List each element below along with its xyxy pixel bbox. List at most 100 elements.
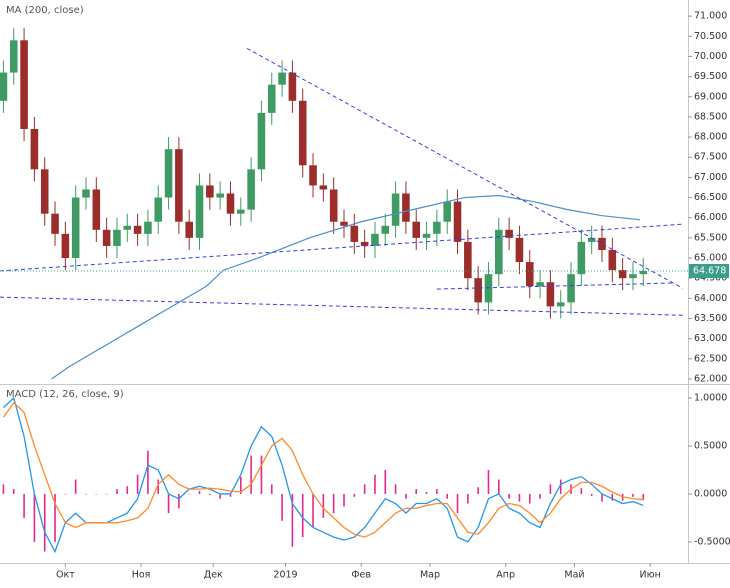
last-price-label: 64.678 [693,266,726,277]
candle-body [113,229,121,246]
candle-body [257,112,266,170]
y-tick-label: 67.000 [694,172,727,183]
histogram-bar [415,489,418,494]
histogram-bar [33,493,36,542]
histogram-bar [322,493,325,518]
y-tick-label: 69.000 [694,91,727,102]
histogram-bar [105,493,108,495]
histogram-bar [178,493,180,509]
x-tick-label: Мар [420,570,440,581]
histogram-bar [601,493,603,502]
histogram-bar [518,493,521,502]
histogram-bar [528,493,531,504]
histogram-bar [270,484,273,494]
y-tick-label: 66.500 [694,192,727,203]
y-tick-label: 67.500 [694,152,727,163]
candle-body [278,72,286,85]
candle-body [329,189,338,222]
candle-body [123,225,132,230]
candle-body [195,185,204,238]
candle-body [464,241,472,279]
candle-body [247,169,255,210]
histogram-bar [167,493,170,514]
candle-body [536,282,544,287]
y-tick-label: 62.000 [694,373,727,384]
y-tick-label: 68.000 [694,132,727,143]
histogram-bar [632,493,634,497]
histogram-bar [642,493,645,500]
candle-body [319,185,328,190]
y-tick-label: 63.000 [694,333,727,344]
y-tick-label: 71.000 [694,11,727,22]
candle-body [185,221,193,238]
candle-body [567,274,575,303]
histogram-bar [343,493,345,507]
candle-body [350,225,359,242]
candle-body [629,274,637,279]
candle-body [102,229,111,246]
price-pane [0,28,688,380]
trend-line [246,47,684,289]
y-tick-label: 68.500 [694,111,727,122]
histogram-bar [467,493,469,504]
candle-body [639,271,648,275]
histogram-bar [580,488,583,494]
candle-body [133,225,142,234]
candle-body [154,197,163,222]
candle-body [608,249,617,271]
histogram-bar [477,487,479,494]
candle-body [505,229,513,238]
histogram-bar [64,493,67,495]
candle-body [422,233,431,238]
candle-body [556,302,565,307]
histogram-bar [436,489,438,494]
histogram-bar [147,450,149,494]
histogram-bar [374,474,376,494]
x-tick-label: Апр [496,570,515,581]
histogram-bar [590,493,593,496]
y-tick-label: 1.0000 [694,392,727,403]
candle-body [360,241,369,246]
candle-body [433,221,441,234]
x-tick-label: Май [564,570,584,581]
candle-body [51,213,59,234]
histogram-bar [281,493,283,521]
candle-body [381,225,390,234]
last-price-box [689,264,729,279]
candle-body [288,72,297,101]
candle-body [206,185,214,198]
histogram-bar [446,493,448,499]
histogram-bar [539,493,541,499]
histogram-bar [157,479,160,494]
candle-body [71,197,80,259]
macd-pane [2,396,645,554]
candle-body [0,72,8,101]
y-tick-label: 65.500 [694,232,727,243]
candle-body [144,221,152,234]
trend-line [0,223,683,272]
candle-body [40,169,49,214]
histogram-bar [301,493,304,538]
y-tick-label: 63.500 [694,313,727,324]
histogram-bar [85,493,87,495]
histogram-bar [394,484,397,494]
y-tick-label: 66.000 [694,212,727,223]
histogram-bar [332,493,335,514]
y-tick-label: 64.500 [694,273,727,284]
candle-body [82,189,90,198]
candle-body [298,100,307,166]
histogram-bar [353,493,356,497]
histogram-bar [219,493,221,499]
histogram-bar [559,479,562,494]
candle-body [267,84,276,113]
y-tick-label: 64.000 [694,293,727,304]
histogram-bar [508,493,510,499]
histogram-bar [456,493,459,514]
histogram-bar [43,493,46,552]
histogram-bar [116,489,118,494]
candle-body [9,40,18,73]
candle-body [525,262,534,287]
candle-body [92,189,101,230]
candle-body [30,129,39,170]
